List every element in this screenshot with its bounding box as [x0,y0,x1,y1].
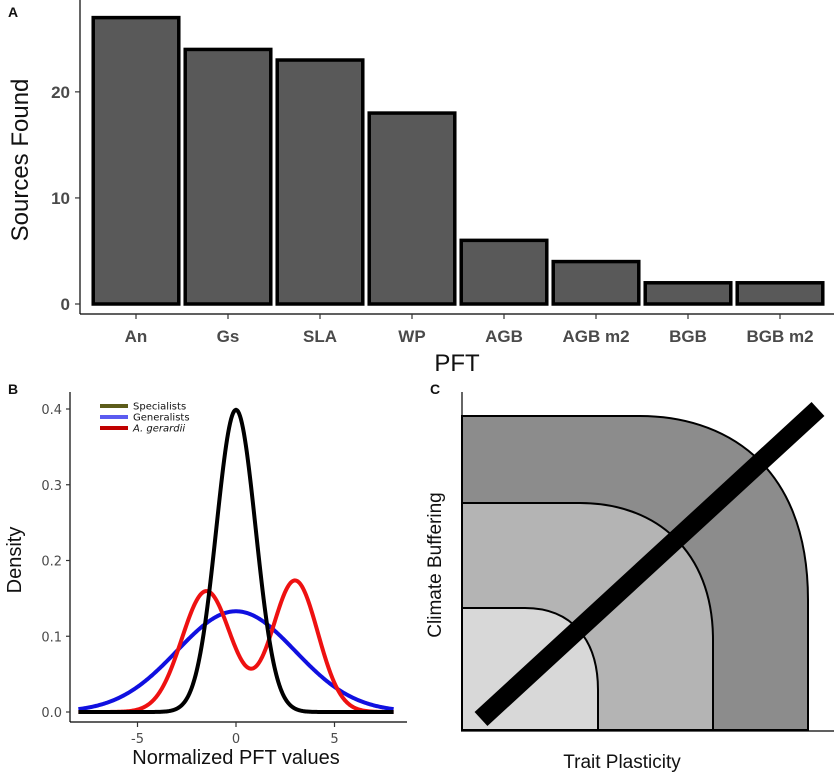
panel-a-bar-chart: 0 10 20 An Gs SLA WP AGB AGB m2 BGB BGB m2 PFT So… [7,0,834,377]
y-tick-label: 0.2 [41,555,62,570]
x-tick-label: -5 [131,732,144,747]
panel-a-bars [91,15,825,306]
panel-b-y-axis-title: Density [4,527,26,594]
panel-b-density-chart: 0.0 0.1 0.2 0.3 0.4 -5 0 5 SpecialistsGenerali… [4,392,407,769]
bar-bgb [643,281,733,306]
x-tick-label: WP [398,327,425,346]
bar-wp [367,111,457,306]
panel-b-x-axis-title: Normalized PFT values [132,747,339,769]
y-tick-label: 0.1 [41,630,62,645]
bar-bgb-m2 [735,281,825,306]
panel-b-x-ticks: -5 0 5 [131,722,339,747]
x-tick-label: 0 [232,732,240,747]
x-tick-label: Gs [217,327,240,346]
panel-c-letter: C [430,381,440,397]
x-tick-label: BGB [669,327,707,346]
panel-b-letter: B [8,381,18,397]
x-tick-label: 5 [330,732,338,747]
panel-b-y-ticks: 0.0 0.1 0.2 0.3 0.4 [41,403,70,721]
bar-gs [183,47,273,306]
bar-an [91,15,181,306]
legend-label: Generalists [133,413,190,424]
bar-sla [275,58,365,306]
panel-c-x-axis-title: Trait Plasticity [563,752,681,773]
panel-c-diagram: Trait Plasticity Climate Buffering [425,392,834,773]
curve-specialists [77,407,395,714]
y-tick-label: 0.0 [41,706,62,721]
y-tick-label: 0.4 [41,403,62,418]
legend-label: Specialists [133,402,186,413]
panel-a-x-axis-title: PFT [434,350,480,377]
x-tick-label: An [125,327,148,346]
y-tick-label: 0.3 [41,479,62,494]
x-tick-label: AGB m2 [562,327,629,346]
bar-agb-m2 [551,259,641,306]
panel-a-letter: A [8,4,18,20]
panel-b-curves [77,407,395,714]
x-tick-label: BGB m2 [746,327,813,346]
y-tick-label: 0 [61,295,70,314]
bar-agb [459,238,549,306]
panel-c-y-axis-title: Climate Buffering [425,492,446,637]
y-tick-label: 10 [51,189,70,208]
panel-a-y-ticks: 0 10 20 [51,83,80,314]
curve-generalists [77,609,395,712]
panel-a-x-ticks: An Gs SLA WP AGB AGB m2 BGB BGB m2 [125,314,814,346]
panel-a-y-axis-title: Sources Found [7,79,34,242]
panel-c-diagonal-bar [474,402,825,726]
y-tick-label: 20 [51,83,70,102]
legend-label: A. gerardii [132,424,185,435]
x-tick-label: AGB [485,327,523,346]
x-tick-label: SLA [303,327,337,346]
